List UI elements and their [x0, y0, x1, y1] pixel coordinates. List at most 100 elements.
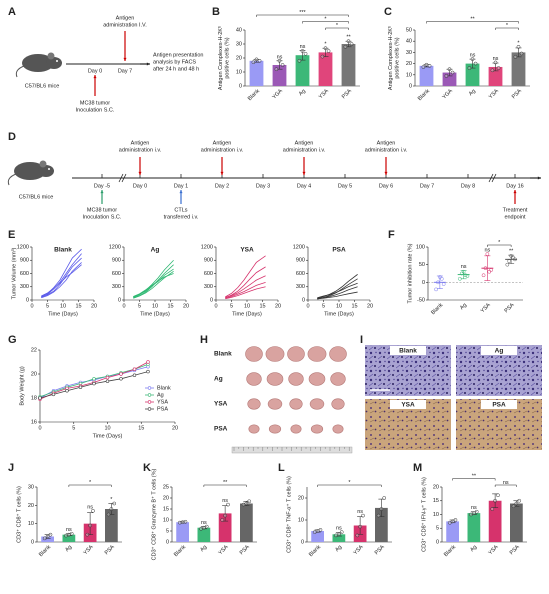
y-tick-label: 30 — [406, 50, 412, 56]
antigen-label: administration i.v. — [283, 147, 326, 153]
y-tick-label: 16 — [31, 419, 37, 425]
y-tick-label: 40 — [406, 39, 412, 45]
data-point — [337, 532, 341, 537]
significance-label: * — [89, 480, 92, 486]
y-tick-label: -50 — [417, 297, 425, 303]
significance-label: ** — [346, 35, 351, 41]
tile-label-bg — [390, 400, 426, 409]
tumor-label: Inoculation S.C. — [83, 214, 122, 220]
data-point — [457, 276, 462, 281]
significance-label: ns — [484, 248, 490, 254]
x-tick-label: Ag — [468, 88, 477, 97]
data-point — [349, 42, 354, 46]
significance-label: ns — [87, 504, 93, 510]
y-tick-label: 1200 — [17, 244, 29, 250]
y-tick-label: 30 — [28, 484, 34, 490]
day-label: Day 7 — [118, 68, 132, 74]
day-label: Day 4 — [297, 183, 311, 189]
antigen-label: administration i.v. — [119, 147, 162, 153]
tile-label-bg — [481, 346, 517, 355]
significance-label: ** — [509, 249, 514, 255]
mouse-icon — [15, 52, 62, 78]
significance-bracket — [495, 27, 519, 30]
axis-break — [118, 173, 124, 183]
series-line — [133, 270, 174, 299]
panel-letter: D — [8, 131, 16, 143]
data-point — [180, 520, 185, 525]
data-point — [507, 259, 512, 263]
tumor-photo — [266, 372, 284, 386]
series-marker — [51, 392, 56, 397]
series-marker — [92, 381, 96, 386]
x-axis-label: Time (Days) — [93, 433, 123, 439]
mouse-tail — [7, 173, 17, 186]
significance-bracket — [317, 484, 382, 487]
data-point — [42, 536, 47, 541]
x-tick-label: Ag — [334, 544, 343, 553]
y-tick-label: 50 — [406, 27, 412, 33]
row-label: Ag — [214, 376, 223, 383]
bar — [511, 52, 526, 86]
data-point — [514, 501, 519, 506]
data-point — [355, 533, 360, 538]
y-axis-label: CD3⁺ CD8⁺ TNF-α⁺ T cells (%) — [285, 476, 292, 553]
data-point — [204, 524, 209, 529]
bar — [419, 65, 434, 86]
y-tick-label: 20 — [236, 55, 242, 61]
bar — [465, 63, 480, 86]
x-tick-label: 15 — [138, 425, 144, 431]
bar — [467, 513, 481, 542]
series-line — [317, 282, 358, 299]
tumor-photo — [308, 372, 326, 386]
bar — [62, 534, 76, 542]
data-point — [461, 269, 466, 274]
data-point — [465, 274, 470, 278]
data-point — [48, 532, 53, 537]
y-axis-label: CD3⁺ CD8⁺ T cells (%) — [15, 486, 22, 543]
legend-label: PSA — [157, 406, 168, 412]
arrow-head — [384, 171, 388, 175]
y-tick-label: 0 — [422, 280, 425, 286]
data-point — [358, 524, 362, 529]
significance-bracket — [203, 484, 247, 487]
y-tick-label: 20 — [28, 503, 34, 509]
data-point — [88, 523, 92, 528]
bar — [240, 503, 253, 542]
significance-label: ns — [336, 526, 342, 532]
data-point — [453, 518, 458, 522]
tumor-photo — [330, 372, 346, 386]
tile-label-bg — [481, 400, 517, 409]
antigen-label: Antigen — [213, 140, 232, 146]
x-tick-label: 20 — [275, 303, 281, 309]
day-label: Day 0 — [88, 68, 102, 74]
legend-label: Ag — [157, 392, 164, 398]
data-point — [481, 273, 486, 278]
x-tick-label: 15 — [259, 303, 265, 309]
x-tick-label: 0 — [306, 303, 309, 309]
data-point — [45, 534, 50, 539]
tumor-label: Inoculation S.C. — [76, 107, 115, 113]
day-label: Day -5 — [94, 183, 110, 189]
y-tick-label: 20 — [298, 495, 304, 501]
tumor-photo — [267, 398, 283, 410]
x-tick-label: 0 — [30, 303, 33, 309]
legend-label: Blank — [157, 385, 171, 391]
x-tick-label: Ag — [298, 88, 307, 97]
y-tick-label: 900 — [20, 258, 29, 264]
series-line — [317, 291, 358, 300]
ruler — [231, 446, 353, 454]
data-point — [376, 513, 381, 518]
analysis-label: Antigen presentation — [153, 52, 203, 58]
significance-bracket — [426, 21, 519, 24]
data-point — [277, 58, 282, 63]
x-tick-label: 10 — [244, 303, 250, 309]
bar — [341, 44, 356, 86]
data-point — [106, 512, 111, 517]
data-point — [220, 518, 225, 522]
data-point — [493, 60, 498, 65]
bar — [488, 500, 502, 542]
data-point — [463, 273, 468, 278]
tumor-photo — [248, 424, 260, 434]
